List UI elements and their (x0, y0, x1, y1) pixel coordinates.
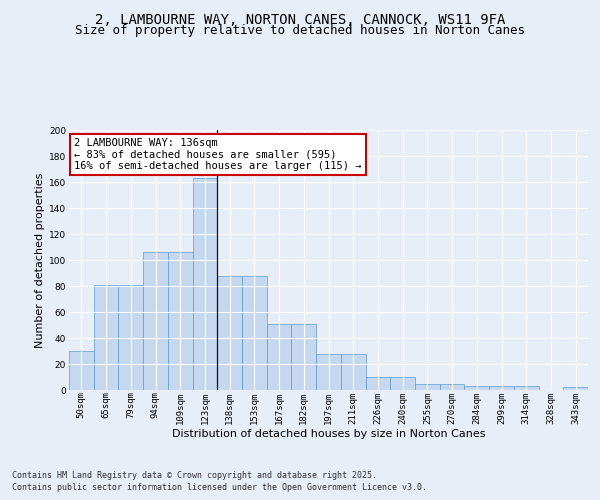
Bar (316, 354, 341, 390)
Y-axis label: Number of detached properties: Number of detached properties (35, 172, 45, 348)
Bar (94, 284, 118, 390)
Text: 2, LAMBOURNE WAY, NORTON CANES, CANNOCK, WS11 9FA: 2, LAMBOURNE WAY, NORTON CANES, CANNOCK,… (95, 12, 505, 26)
Bar (390, 377, 415, 390)
Bar (440, 384, 464, 390)
X-axis label: Distribution of detached houses by size in Norton Canes: Distribution of detached houses by size … (172, 429, 485, 439)
Bar (69, 351, 94, 390)
Bar (118, 284, 143, 390)
Text: Contains HM Land Registry data © Crown copyright and database right 2025.: Contains HM Land Registry data © Crown c… (12, 471, 377, 480)
Bar (341, 354, 365, 390)
Bar (292, 324, 316, 390)
Bar (242, 276, 267, 390)
Text: 2 LAMBOURNE WAY: 136sqm
← 83% of detached houses are smaller (595)
16% of semi-d: 2 LAMBOURNE WAY: 136sqm ← 83% of detache… (74, 138, 362, 171)
Bar (415, 384, 440, 390)
Bar (514, 386, 539, 390)
Bar (193, 178, 217, 390)
Text: Size of property relative to detached houses in Norton Canes: Size of property relative to detached ho… (75, 24, 525, 37)
Bar (464, 386, 489, 390)
Bar (143, 252, 168, 390)
Bar (217, 276, 242, 390)
Bar (489, 386, 514, 390)
Bar (365, 377, 390, 390)
Bar (168, 252, 193, 390)
Bar (267, 324, 292, 390)
Text: Contains public sector information licensed under the Open Government Licence v3: Contains public sector information licen… (12, 484, 427, 492)
Bar (563, 388, 588, 390)
